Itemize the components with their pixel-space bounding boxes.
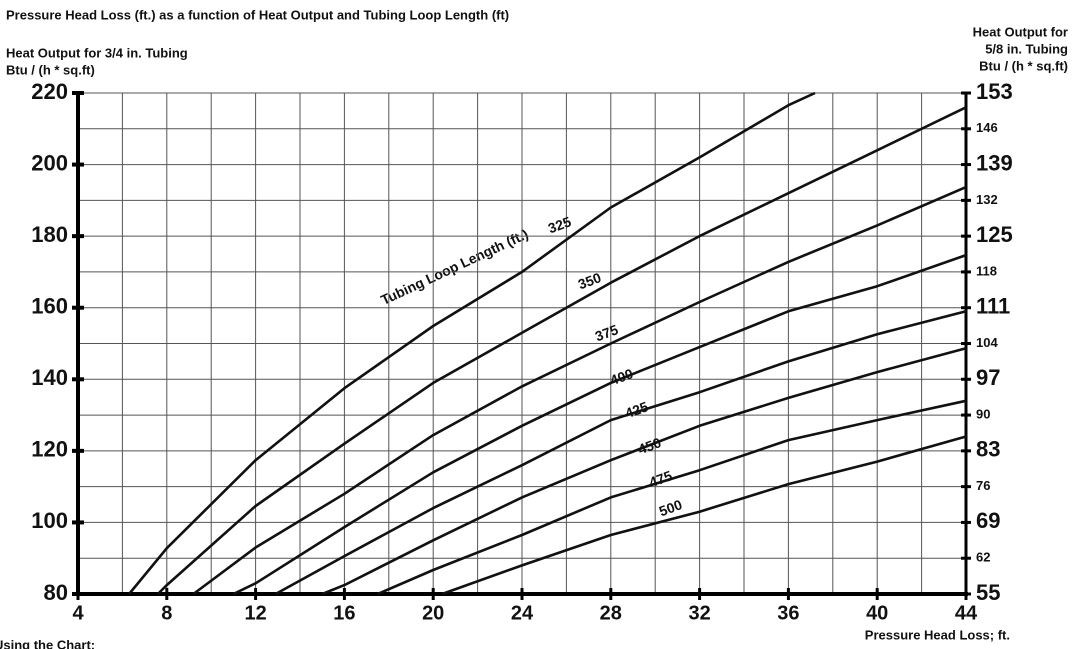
y2-tick-label: 104	[976, 335, 998, 350]
series-label: 450	[636, 434, 664, 457]
y2-tick-label: 132	[976, 192, 998, 207]
y2-tick-label: 118	[976, 263, 997, 278]
y-tick-label: 220	[31, 79, 68, 104]
y2-tick-label: 69	[976, 508, 1000, 533]
y-tick-label: 80	[44, 580, 68, 605]
y2-tick-label: 62	[976, 550, 990, 565]
series-line	[156, 106, 967, 595]
series-label: 350	[576, 269, 604, 292]
y-tick-label: 200	[31, 150, 68, 175]
x-tick-label: 32	[688, 602, 710, 624]
y2-tick-label: 139	[976, 150, 1013, 175]
series-line	[128, 91, 816, 595]
y2-tick-label: 90	[976, 407, 990, 422]
y-tick-label: 120	[31, 437, 68, 462]
x-tick-label: 40	[866, 602, 888, 624]
y-axis-label: Btu / (h * sq.ft)	[6, 62, 95, 77]
y2-tick-label: 97	[976, 365, 1000, 390]
x-tick-label: 28	[600, 602, 622, 624]
y2-tick-label: 83	[976, 437, 1000, 462]
y-tick-label: 100	[31, 508, 68, 533]
series-label: 400	[608, 365, 636, 388]
series-label: 425	[623, 398, 651, 421]
x-tick-label: 36	[777, 602, 799, 624]
series-line	[274, 310, 967, 596]
y-tick-label: 180	[31, 222, 68, 247]
y2-tick-label: 111	[976, 294, 1010, 319]
x-tick-label: 20	[422, 602, 444, 624]
y2-tick-label: 153	[976, 79, 1013, 104]
y2-axis-label: Heat Output for	[973, 24, 1068, 39]
y-tick-label: 160	[31, 294, 68, 319]
chart-title: Pressure Head Loss (ft.) as a function o…	[6, 7, 509, 22]
y-tick-label: 140	[31, 365, 68, 390]
x-axis-label: Pressure Head Loss; ft.	[865, 627, 1010, 642]
series-line	[321, 346, 967, 596]
x-tick-label: 24	[511, 602, 534, 624]
series-line	[441, 435, 967, 596]
series-label: 475	[647, 467, 675, 490]
series-line	[232, 253, 967, 596]
y2-axis-label: 5/8 in. Tubing	[985, 41, 1068, 56]
y2-tick-label: 146	[976, 120, 998, 135]
annotation: Tubing Loop Length (ft.)	[378, 226, 530, 308]
y2-tick-label: 55	[976, 580, 1000, 605]
y2-axis-label: Btu / (h * sq.ft)	[979, 58, 1068, 73]
x-tick-label: 16	[333, 602, 355, 624]
y-axis-label: Heat Output for 3/4 in. Tubing	[6, 45, 188, 60]
x-tick-label: 44	[955, 602, 978, 624]
y2-tick-label: 76	[976, 478, 990, 493]
series-label: 325	[546, 213, 574, 236]
series-label: 500	[657, 496, 685, 519]
x-tick-label: 8	[161, 602, 172, 624]
x-tick-label: 4	[72, 602, 84, 624]
y2-tick-label: 125	[976, 222, 1013, 247]
series-label: 375	[593, 321, 621, 344]
x-tick-label: 12	[244, 602, 266, 624]
series-line	[192, 185, 967, 596]
series-line	[377, 399, 967, 596]
footer: Using the Chart:	[0, 637, 95, 649]
